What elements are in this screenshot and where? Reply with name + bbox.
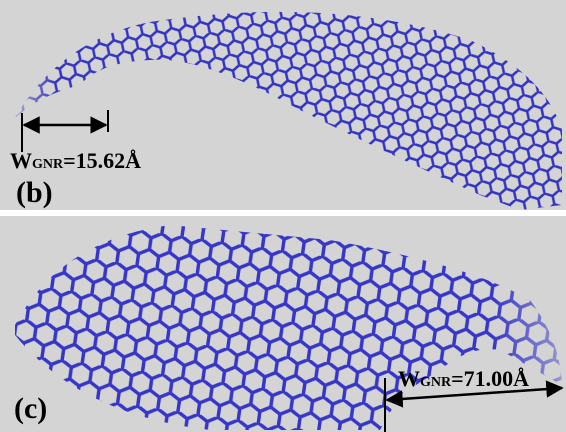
width-value: =71.00Å — [451, 366, 529, 391]
figure: WGNR=15.62Å (b) WGNR=71.00Å (c) — [0, 0, 566, 432]
panel-label: (c) — [14, 392, 47, 425]
panel-c: WGNR=71.00Å (c) — [0, 216, 566, 432]
width-symbol: W — [10, 148, 32, 173]
panel-label: (b) — [16, 176, 53, 209]
page: {"panels": [ {"label": "(b)", "width_sym… — [0, 0, 566, 432]
width-label: WGNR=15.62Å — [10, 148, 141, 173]
width-subscript: GNR — [420, 375, 452, 390]
panel-b: WGNR=15.62Å (b) — [0, 0, 566, 210]
width-value: =15.62Å — [63, 148, 141, 173]
width-subscript: GNR — [32, 157, 64, 172]
width-symbol: W — [398, 366, 420, 391]
width-label: WGNR=71.00Å — [398, 366, 529, 391]
